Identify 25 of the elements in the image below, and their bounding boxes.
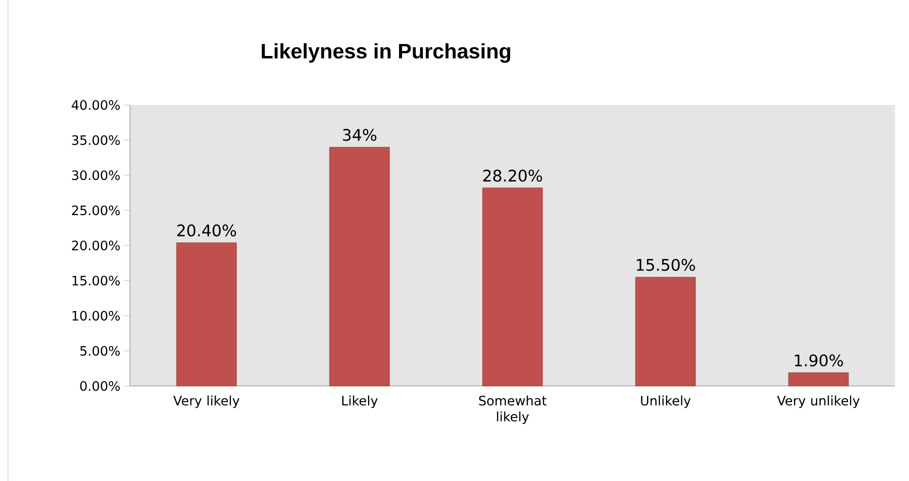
x-tick-label: Somewhat likely [479,396,546,424]
bar [176,242,237,386]
bar [788,372,849,386]
x-tick-label: Very unlikely [777,396,860,408]
y-tick-label: 5.00% [80,346,120,356]
y-tick-label: 15.00% [72,276,120,286]
bar [329,146,390,386]
data-label: 28.20% [483,170,542,182]
data-label: 34% [343,128,376,141]
data-label: 1.90% [794,354,843,366]
data-label: 15.50% [636,258,696,271]
x-tick-label: Unlikely [641,396,691,408]
y-tick-label: 30.00% [72,170,120,180]
y-tick-label: 20.00% [72,240,120,250]
data-label: 20.40% [177,224,236,236]
x-tick-label: Very likely [173,396,240,408]
x-tick-label: Likely [342,396,378,408]
bar [482,188,543,386]
chart-title: Likelyness in Purchasing [262,43,510,63]
y-tick-label: 25.00% [72,205,120,216]
y-tick-label: 0.00% [80,381,120,391]
y-tick-label: 10.00% [72,310,120,321]
y-tick-label: 35.00% [72,135,120,146]
bar [635,276,696,386]
y-tick-label: 40.00% [72,100,120,110]
